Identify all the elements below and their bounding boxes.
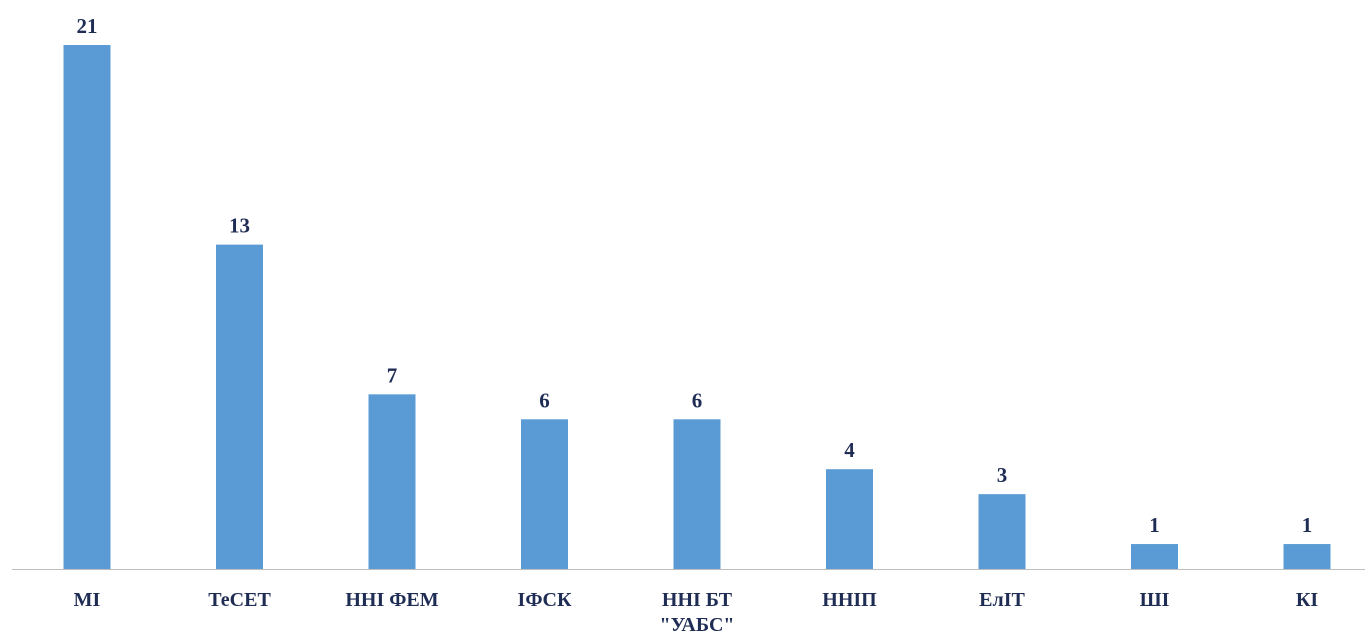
value-label-1: 13 <box>229 214 250 238</box>
category-label-0: МІ <box>74 589 101 611</box>
bars-layer <box>63 45 1331 569</box>
category-label-7: ШІ <box>1140 589 1170 611</box>
bar-6 <box>978 494 1026 569</box>
category-label-6: ЕлІТ <box>979 589 1025 611</box>
category-label-4: ННІ БТ "УАБС" <box>659 589 734 633</box>
value-label-5: 4 <box>844 438 855 462</box>
value-label-4: 6 <box>692 388 703 412</box>
category-label-line: ННІ ФЕМ <box>345 589 438 611</box>
category-label-line: ННІП <box>822 589 877 611</box>
category-label-5: ННІП <box>822 589 877 611</box>
bar-2 <box>368 394 416 569</box>
category-label-8: КІ <box>1296 589 1319 611</box>
bar-4 <box>673 419 721 569</box>
category-label-3: ІФСК <box>518 589 572 611</box>
category-label-2: ННІ ФЕМ <box>345 589 438 611</box>
category-label-line: ТеСЕТ <box>208 589 271 611</box>
bar-5 <box>826 469 873 569</box>
category-label-line: ІФСК <box>518 589 572 611</box>
value-label-6: 3 <box>997 463 1008 487</box>
bar-7 <box>1131 544 1178 569</box>
bar-0 <box>63 45 111 569</box>
category-label-line: ННІ БТ <box>662 589 733 611</box>
value-label-3: 6 <box>539 388 550 412</box>
value-label-8: 1 <box>1302 513 1313 537</box>
value-labels-layer: 21 13 7 6 6 4 3 1 1 <box>77 14 1313 537</box>
bar-8 <box>1283 544 1331 569</box>
category-label-line: ШІ <box>1140 589 1170 611</box>
category-label-line: "УАБС" <box>659 614 734 633</box>
value-label-2: 7 <box>387 363 398 387</box>
x-axis-tick-labels: МІ ТеСЕТ ННІ ФЕМ ІФСК ННІ БТ "УАБС" ННІП ЕлІТ ШІ… <box>74 589 1319 636</box>
value-label-7: 1 <box>1149 513 1160 537</box>
bar-1 <box>216 244 263 569</box>
category-label-line: МІ <box>74 589 101 611</box>
value-label-0: 21 <box>77 14 98 38</box>
bar-3 <box>521 419 568 569</box>
category-label-line: КІ <box>1296 589 1319 611</box>
category-label-line: ЕлІТ <box>979 589 1025 611</box>
category-label-1: ТеСЕТ <box>208 589 271 611</box>
